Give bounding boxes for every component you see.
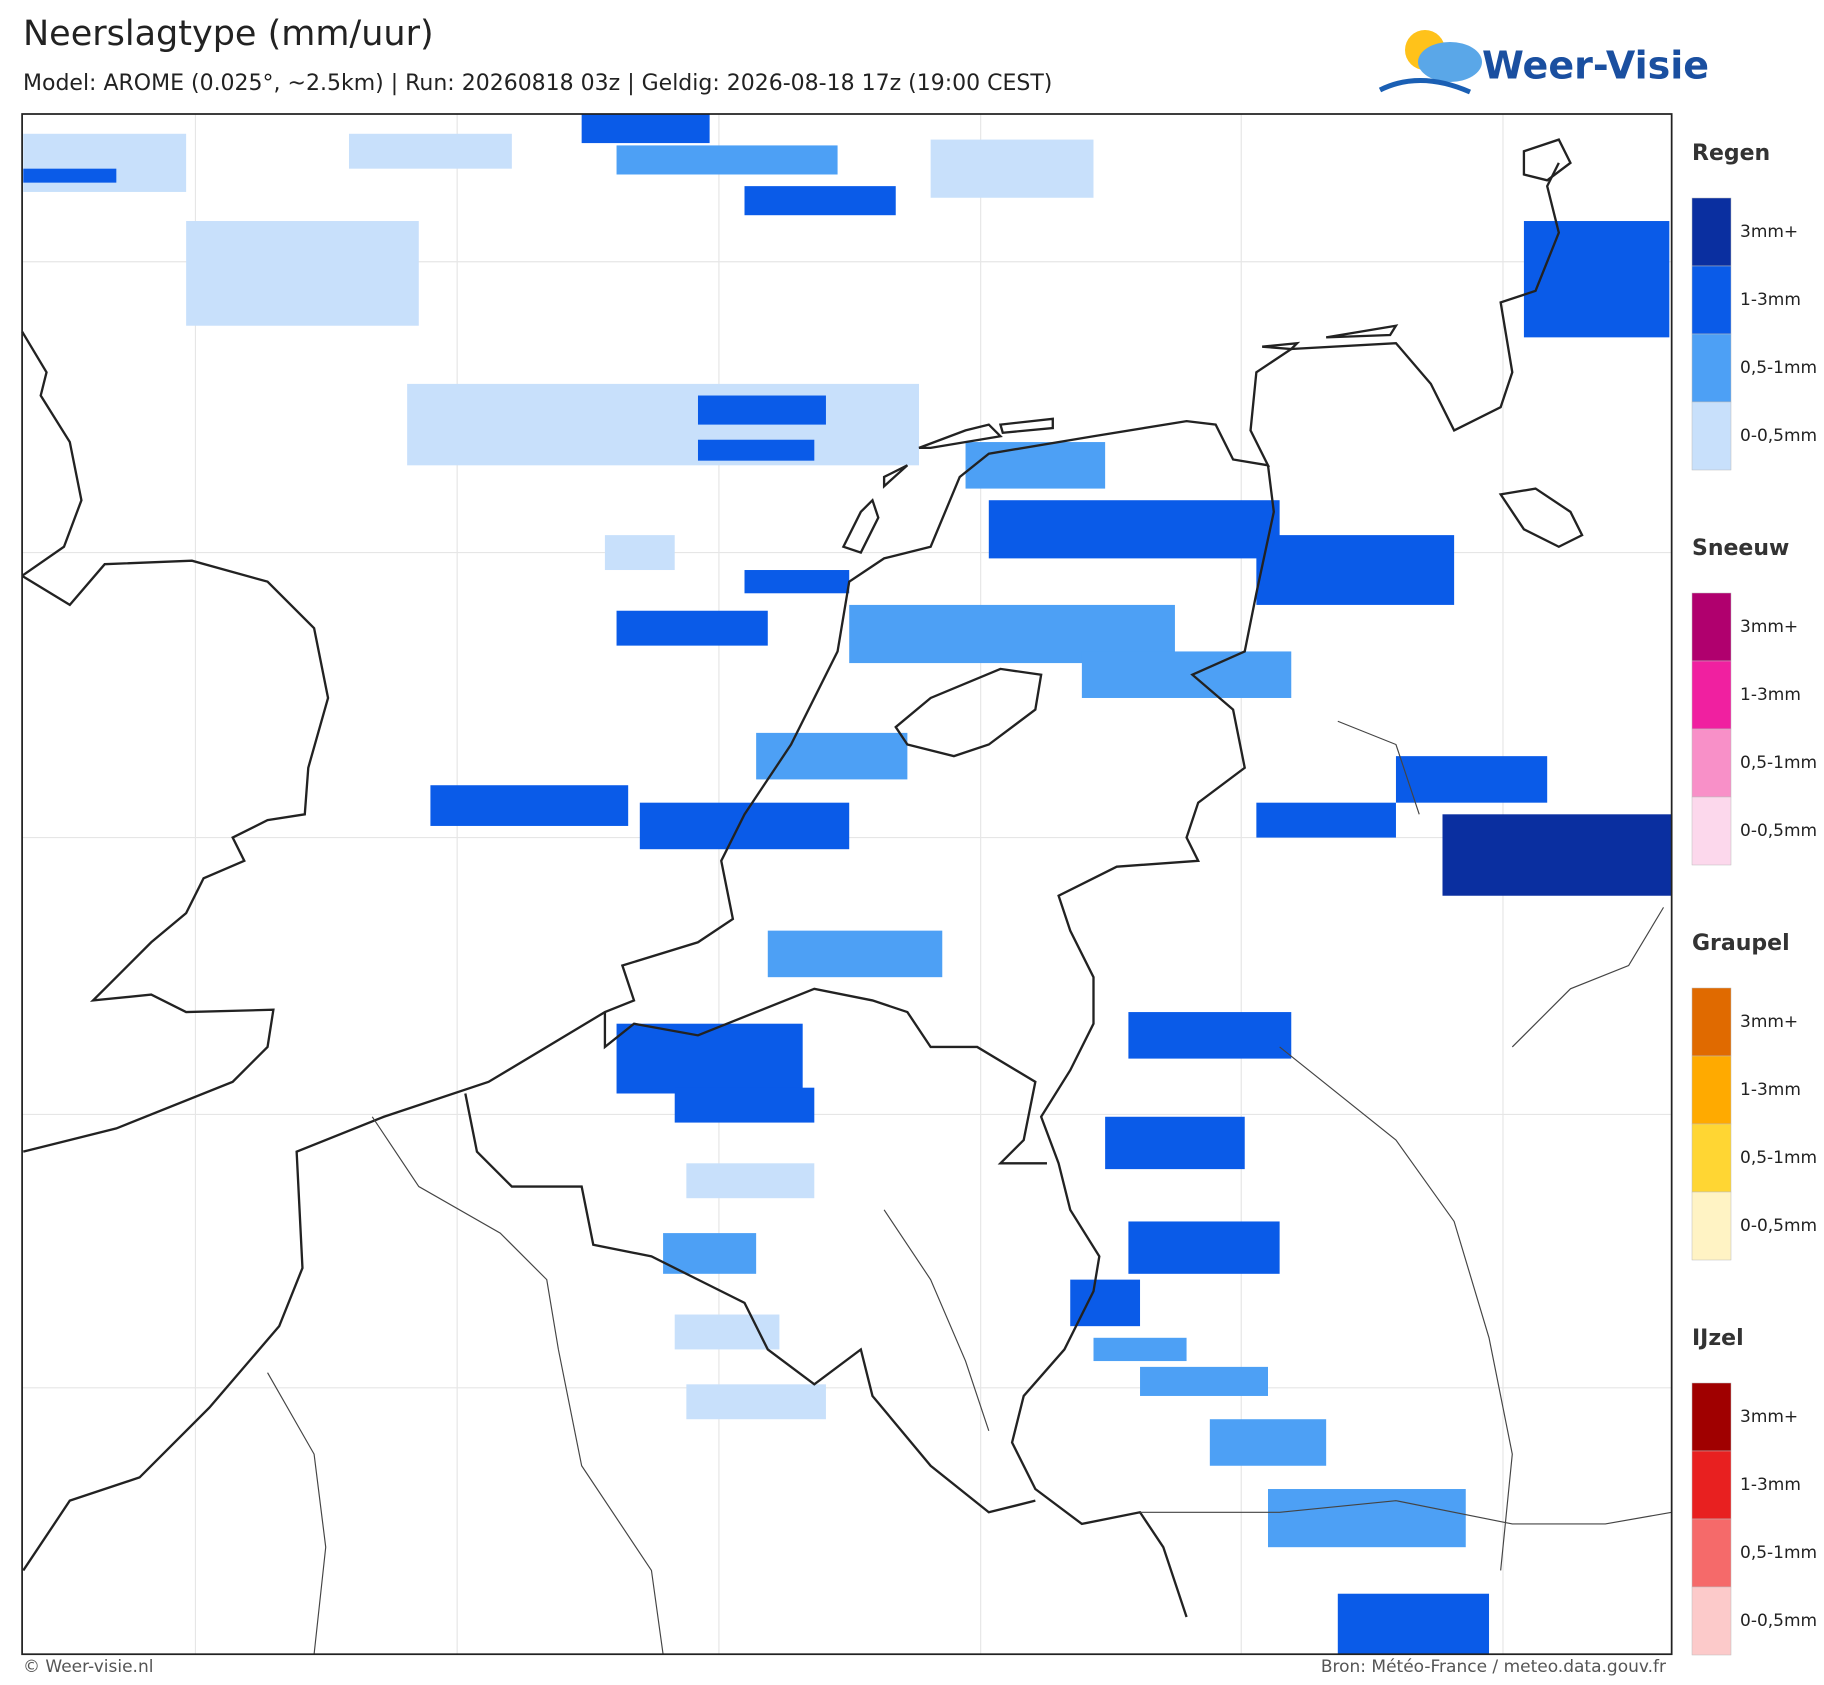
legend-label: 3mm+ (1740, 1407, 1798, 1427)
legend-swatch (1691, 401, 1732, 471)
logo-text: Weer-Visie (1482, 44, 1709, 88)
legend-swatch (1691, 1055, 1732, 1125)
legend-title: Regen (1692, 141, 1770, 166)
footer-left: © Weer-visie.nl (23, 1657, 153, 1677)
legend-title: Sneeuw (1692, 536, 1789, 561)
legend-swatch (1691, 728, 1732, 798)
map (21, 113, 1673, 1656)
legend-swatch (1691, 796, 1732, 866)
legend-swatch (1691, 1518, 1732, 1588)
legend-label: 0,5-1mm (1740, 1148, 1817, 1168)
legend-label: 0-0,5mm (1740, 1216, 1817, 1236)
legend-label: 3mm+ (1740, 617, 1798, 637)
legend-swatch (1691, 1382, 1732, 1452)
legend-label: 1-3mm (1740, 1475, 1801, 1495)
title: Neerslagtype (mm/uur) (23, 14, 434, 54)
legend-swatch (1691, 987, 1732, 1057)
precipitation (23, 114, 1672, 1655)
legend-label: 0,5-1mm (1740, 1543, 1817, 1563)
legend-title: IJzel (1692, 1326, 1744, 1351)
legend-swatch (1691, 1450, 1732, 1520)
legend-swatch (1691, 1586, 1732, 1656)
legend-title: Graupel (1692, 931, 1790, 956)
subtitle: Model: AROME (0.025°, ~2.5km) | Run: 202… (23, 71, 1052, 96)
coastlines (21, 138, 1584, 1572)
logo: Weer-Visie (1378, 30, 1709, 95)
legend-label: 0,5-1mm (1740, 358, 1817, 378)
legend-swatch (1691, 265, 1732, 335)
legend-label: 0-0,5mm (1740, 426, 1817, 446)
legend-swatch (1691, 592, 1732, 662)
borders (267, 465, 1672, 1655)
legend-label: 0,5-1mm (1740, 753, 1817, 773)
footer-right: Bron: Météo-France / meteo.data.gouv.fr (1321, 1657, 1666, 1677)
legend-swatch (1691, 197, 1732, 267)
legend-label: 0-0,5mm (1740, 821, 1817, 841)
legend-swatch (1691, 660, 1732, 730)
legend: Regen 3mm+ 1-3mm 0,5-1mm 0-0,5mm Sneeuw 3mm+ 1-… (1691, 141, 1817, 1656)
legend-swatch (1691, 1123, 1732, 1193)
legend-label: 1-3mm (1740, 290, 1801, 310)
legend-swatch (1691, 1191, 1732, 1261)
legend-label: 3mm+ (1740, 1012, 1798, 1032)
legend-swatch (1691, 333, 1732, 403)
legend-label: 0-0,5mm (1740, 1611, 1817, 1631)
legend-label: 1-3mm (1740, 1080, 1801, 1100)
legend-label: 1-3mm (1740, 685, 1801, 705)
legend-label: 3mm+ (1740, 222, 1798, 242)
